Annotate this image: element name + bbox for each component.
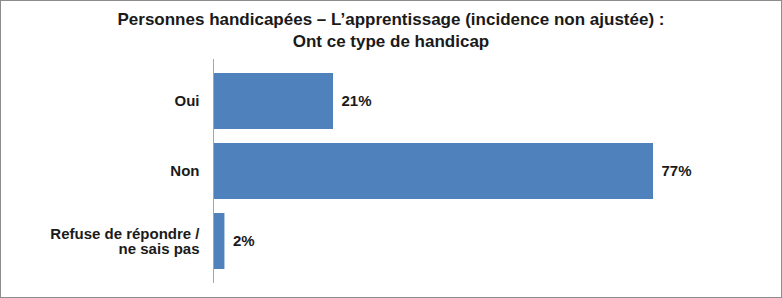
svg-text:Refuse de répondre /ne sais pa: Refuse de répondre /ne sais pas [50, 225, 200, 257]
html-text:Personnes handicapées – L’appr: Personnes handicapées – L’apprentissage … [117, 10, 665, 51]
svg-text:Non: Non [170, 162, 199, 179]
svg-text:21%: 21% [342, 92, 372, 109]
svg-text:Oui: Oui [175, 92, 200, 109]
svg-text:77%: 77% [662, 162, 692, 179]
svg-text:2%: 2% [233, 232, 255, 249]
